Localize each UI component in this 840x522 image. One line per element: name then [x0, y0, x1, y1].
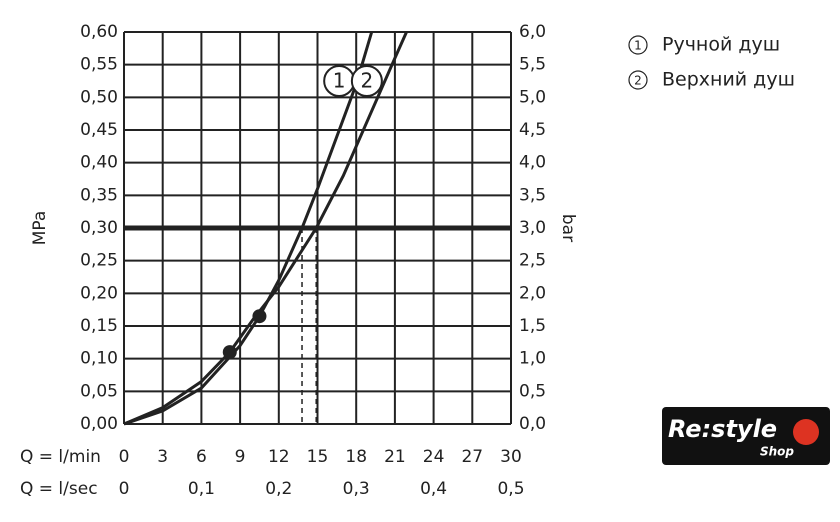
x-tick-label: 30 — [500, 447, 522, 467]
y-tick-label: 0,35 — [80, 185, 118, 205]
y2-tick-label: 0,0 — [519, 414, 546, 434]
legend-circle — [628, 35, 648, 55]
y2-tick-label: 3,0 — [519, 218, 546, 238]
y-tick-label: 0,05 — [80, 381, 118, 401]
x-tick-label: 12 — [268, 447, 290, 467]
x-tick-label: 21 — [384, 447, 406, 467]
x2-tick-label: 0 — [119, 479, 130, 499]
x-axis-label: Q = l/min — [20, 447, 101, 467]
y-tick-label: 0,10 — [80, 349, 118, 369]
y-axis-label: MPa — [30, 211, 50, 246]
legend-circle — [628, 70, 648, 90]
logo-sub: Shop — [760, 445, 794, 459]
y2-tick-label: 4,5 — [519, 120, 546, 140]
curve-label: 1 — [333, 69, 346, 93]
marker — [222, 345, 237, 360]
marker — [252, 309, 267, 324]
x-tick-label: 18 — [345, 447, 367, 467]
y2-tick-label: 2,5 — [519, 251, 546, 271]
y2-tick-label: 0,5 — [519, 381, 546, 401]
y-tick-label: 0,45 — [80, 120, 118, 140]
x2-tick-label: 0,5 — [497, 479, 524, 499]
y2-tick-label: 5,5 — [519, 55, 546, 75]
x2-tick-label: 0,1 — [188, 479, 215, 499]
y-tick-label: 0,00 — [80, 414, 118, 434]
y2-axis-label: bar — [558, 214, 578, 242]
y-tick-label: 0,55 — [80, 55, 118, 75]
x2-axis-label: Q = l/sec — [20, 479, 98, 499]
y2-tick-label: 2,0 — [519, 283, 546, 303]
y-tick-label: 0,60 — [80, 22, 118, 42]
y-tick-label: 0,50 — [80, 87, 118, 107]
logo-box — [662, 407, 830, 465]
curve-label: 2 — [360, 69, 373, 93]
x-tick-label: 27 — [461, 447, 483, 467]
x-tick-label: 24 — [423, 447, 445, 467]
legend-number: 1 — [634, 39, 642, 53]
legend-label: Верхний душ — [662, 69, 795, 91]
x-tick-label: 6 — [196, 447, 207, 467]
x-tick-label: 3 — [157, 447, 168, 467]
curve-label-circle — [350, 65, 383, 97]
curve — [123, 31, 374, 426]
y2-tick-label: 4,0 — [519, 153, 546, 173]
y-tick-label: 0,25 — [80, 251, 118, 271]
x2-tick-label: 0,4 — [420, 479, 447, 499]
curve — [123, 31, 408, 426]
y2-tick-label: 5,0 — [519, 87, 546, 107]
y2-tick-label: 1,0 — [519, 349, 546, 369]
legend-label: Ручной душ — [662, 34, 780, 56]
logo-icon — [793, 419, 819, 445]
logo-text: Re:style — [668, 415, 777, 443]
x-tick-label: 0 — [119, 447, 130, 467]
y-tick-label: 0,40 — [80, 153, 118, 173]
legend-number: 2 — [634, 74, 642, 88]
y2-tick-label: 3,5 — [519, 185, 546, 205]
x-tick-label: 15 — [307, 447, 329, 467]
x-tick-label: 9 — [235, 447, 246, 467]
logo: Re:style Shop — [662, 407, 830, 465]
y-tick-label: 0,20 — [80, 283, 118, 303]
x2-tick-label: 0,2 — [265, 479, 292, 499]
x2-tick-label: 0,3 — [343, 479, 370, 499]
y-tick-label: 0,30 — [80, 218, 118, 238]
y2-tick-label: 1,5 — [519, 316, 546, 336]
y-tick-label: 0,15 — [80, 316, 118, 336]
y2-tick-label: 6,0 — [519, 22, 546, 42]
